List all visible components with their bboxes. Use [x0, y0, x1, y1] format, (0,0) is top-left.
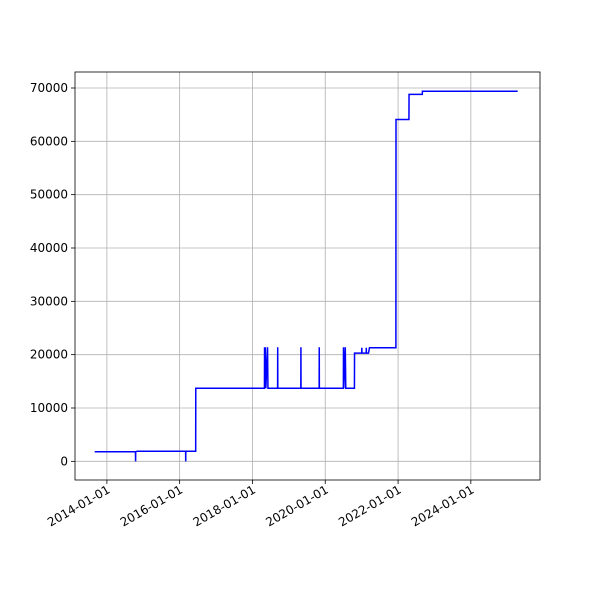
y-tick-label: 60000: [30, 134, 68, 148]
y-tick-label: 0: [60, 454, 68, 468]
y-tick-label: 20000: [30, 348, 68, 362]
y-tick-label: 10000: [30, 401, 68, 415]
y-tick-label: 40000: [30, 241, 68, 255]
plot-frame: [74, 71, 541, 481]
y-tick-label: 30000: [30, 294, 68, 308]
data-line: [94, 90, 518, 462]
y-tick-label: 70000: [30, 81, 68, 95]
y-tick-label: 50000: [30, 188, 68, 202]
